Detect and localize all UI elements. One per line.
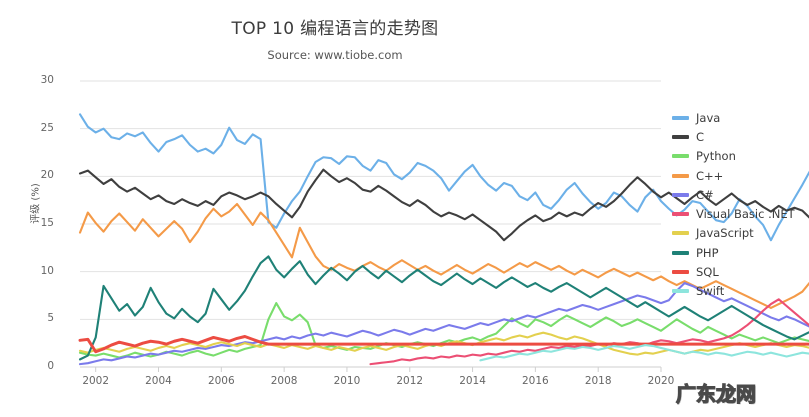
x-tick-label: 2014: [459, 375, 486, 387]
x-axis: [80, 366, 662, 372]
y-tick-label: 0: [47, 360, 54, 372]
y-tick-label: 20: [40, 169, 54, 182]
series-group: [78, 113, 809, 366]
series-line-c: [78, 168, 809, 242]
series-line-visual-basic-net: [369, 298, 809, 366]
legend-color-swatch: [672, 154, 689, 159]
watermark-text: 广东龙网: [675, 381, 756, 406]
legend-color-swatch: [672, 270, 689, 275]
legend-item-c[interactable]: C#: [672, 185, 807, 204]
y-tick-label: 5: [47, 312, 54, 325]
x-tick-label: 2016: [522, 375, 549, 387]
legend-label: Swift: [696, 284, 725, 299]
legend-label: SQL: [696, 265, 719, 280]
legend-item-javascript[interactable]: JavaScript: [672, 224, 807, 243]
series-line-swift: [479, 344, 809, 362]
legend-color-swatch: [672, 173, 689, 178]
x-tick-label: 2008: [270, 375, 298, 387]
legend-item-c[interactable]: C++: [672, 166, 807, 185]
legend-label: C#: [696, 187, 714, 202]
y-tick-label: 15: [40, 217, 54, 229]
x-tick-label: 2010: [333, 375, 361, 387]
legend-color-swatch: [672, 115, 689, 120]
y-tick-label: 30: [40, 74, 54, 86]
legend-label: JavaScript: [696, 226, 754, 241]
y-tick-label: 25: [40, 121, 54, 134]
legend-item-swift[interactable]: Swift: [672, 282, 807, 301]
legend-label: PHP: [696, 245, 719, 260]
legend-item-c[interactable]: C: [672, 127, 807, 146]
legend-color-swatch: [672, 250, 689, 255]
x-tick-label: 2018: [584, 375, 612, 387]
legend-item-sql[interactable]: SQL: [672, 262, 807, 281]
x-tick-label: 2004: [145, 375, 172, 387]
chart-title: TOP 10 编程语言的走势图: [231, 19, 439, 39]
series-line-php: [78, 255, 809, 361]
legend-label: C++: [696, 168, 724, 183]
series-line-javascript: [78, 331, 809, 356]
legend-color-swatch: [672, 289, 689, 294]
x-tick-label: 2002: [82, 375, 110, 387]
legend-label: Python: [696, 149, 736, 164]
gridlines: [80, 80, 661, 368]
chart-legend: Java C Python C++ C# Visual Basic .NET JavaScr…: [672, 108, 807, 301]
series-line-c: [78, 202, 809, 309]
legend-color-swatch: [672, 231, 689, 236]
x-tick-label: 2012: [396, 375, 424, 387]
legend-color-swatch: [672, 212, 689, 217]
series-line-c: [78, 282, 809, 366]
legend-item-java[interactable]: Java: [672, 108, 807, 127]
legend-label: Java: [696, 110, 721, 125]
legend-label: C: [696, 129, 705, 144]
series-line-java: [78, 113, 809, 242]
x-tick-label: 2006: [207, 375, 235, 387]
legend-color-swatch: [672, 192, 689, 197]
legend-item-php[interactable]: PHP: [672, 243, 807, 262]
y-tick-label: 10: [40, 264, 54, 277]
legend-item-visual-basic-net[interactable]: Visual Basic .NET: [672, 204, 807, 223]
legend-label: Visual Basic .NET: [696, 207, 795, 222]
x-tick-label: 2020: [647, 375, 675, 387]
legend-color-swatch: [672, 134, 689, 139]
legend-item-python[interactable]: Python: [672, 147, 807, 166]
series-line-python: [78, 302, 809, 359]
series-line-sql: [78, 334, 809, 354]
chart-subtitle: Source: www.tiobe.com: [267, 48, 403, 62]
